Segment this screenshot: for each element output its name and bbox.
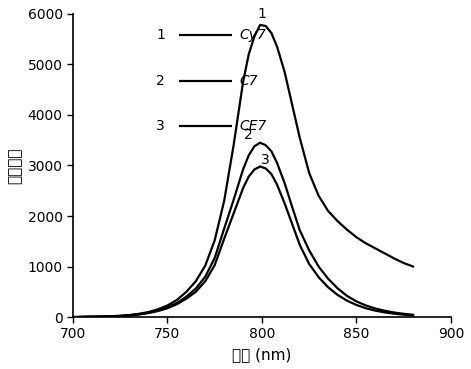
- Text: 3: 3: [156, 119, 165, 133]
- Text: 1: 1: [258, 7, 267, 21]
- Text: CE7: CE7: [239, 119, 267, 133]
- X-axis label: 波长 (nm): 波长 (nm): [232, 347, 292, 362]
- Y-axis label: 荧光强度: 荧光强度: [7, 147, 22, 184]
- Text: Cy7: Cy7: [239, 28, 266, 42]
- Text: 2: 2: [244, 128, 253, 142]
- Text: 1: 1: [156, 28, 165, 42]
- Text: 2: 2: [156, 73, 165, 87]
- Text: C7: C7: [239, 73, 258, 87]
- Text: 3: 3: [261, 154, 270, 168]
